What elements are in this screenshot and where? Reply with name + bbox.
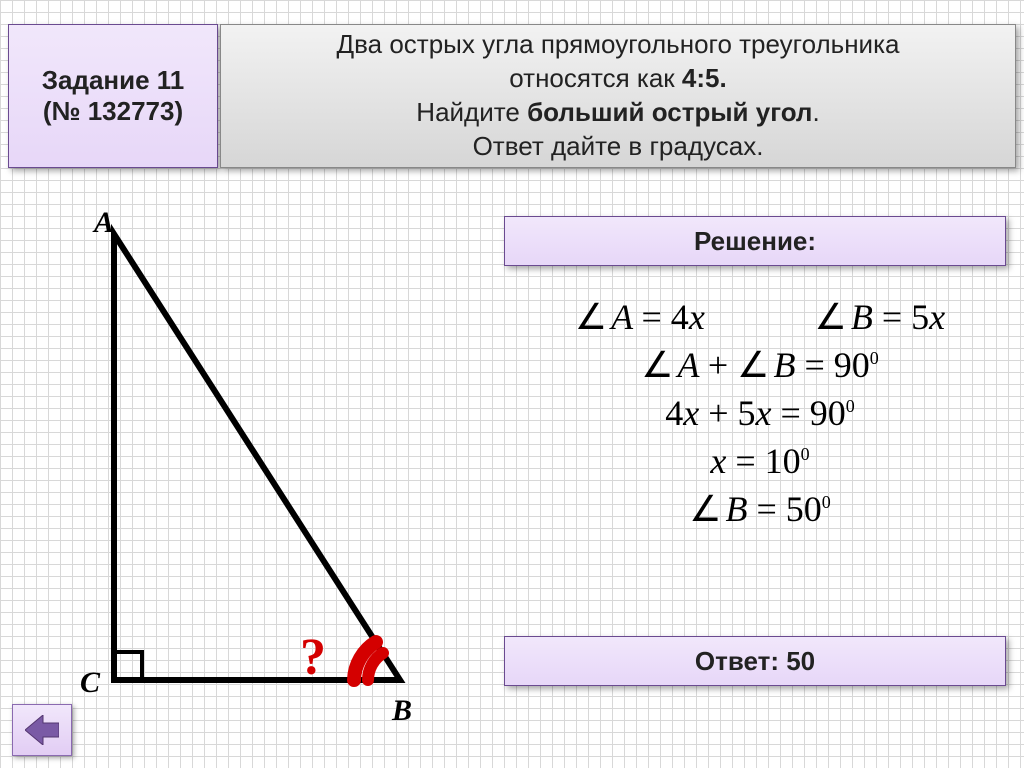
math-line-5: ∠B = 500 — [520, 488, 1000, 530]
right-angle-marker — [114, 652, 142, 680]
triangle-diagram: A C B ? — [20, 200, 490, 750]
math-line-3: 4x + 5x = 900 — [520, 392, 1000, 434]
problem-text-1: Два острых угла прямоугольного треугольн… — [337, 29, 900, 59]
problem-box: Два острых угла прямоугольного треугольн… — [220, 24, 1016, 168]
answer-box: Ответ: 50 — [504, 636, 1006, 686]
solution-label: Решение: — [694, 226, 816, 257]
angle-arc-inner — [368, 653, 383, 680]
vertex-c-label: C — [80, 666, 100, 700]
eq-angle-b: ∠B = 5x — [815, 296, 946, 338]
math-area: ∠A = 4x ∠B = 5x ∠A + ∠B = 900 4x + 5x = … — [520, 290, 1000, 536]
task-box: Задание 11 (№ 132773) — [8, 24, 218, 168]
task-title-line2: (№ 132773) — [43, 96, 183, 127]
back-button[interactable] — [12, 704, 72, 756]
question-mark: ? — [300, 628, 326, 687]
math-line-2: ∠A + ∠B = 900 — [520, 344, 1000, 386]
problem-line1: Два острых угла прямоугольного треугольн… — [337, 28, 900, 62]
vertex-b-label: B — [392, 694, 412, 728]
math-line-1: ∠A = 4x ∠B = 5x — [520, 296, 1000, 338]
eq-angle-a: ∠A = 4x — [575, 296, 705, 338]
math-line-4: x = 100 — [520, 440, 1000, 482]
triangle-shape — [114, 234, 400, 680]
problem-ratio: 4:5. — [682, 63, 727, 93]
problem-line2: относятся как 4:5. — [509, 62, 726, 96]
back-arrow-icon — [25, 715, 59, 745]
answer-label: Ответ: 50 — [695, 646, 815, 677]
vertex-a-label: A — [94, 206, 114, 240]
eq-x: x = 100 — [710, 440, 809, 482]
eq-sum: ∠A + ∠B = 900 — [641, 344, 879, 386]
problem-text-3a: Найдите — [416, 97, 527, 127]
problem-bold-target: больший острый угол — [527, 97, 812, 127]
eq-angle-b-val: ∠B = 500 — [689, 488, 831, 530]
problem-text-2a: относятся как — [509, 63, 682, 93]
eq-subst: 4x + 5x = 900 — [665, 392, 855, 434]
problem-text-3c: . — [812, 97, 819, 127]
problem-line4: Ответ дайте в градусах. — [473, 130, 764, 164]
solution-heading: Решение: — [504, 216, 1006, 266]
header-row: Задание 11 (№ 132773) Два острых угла пр… — [8, 24, 1016, 168]
problem-line3: Найдите больший острый угол. — [416, 96, 819, 130]
task-title-line1: Задание 11 — [42, 65, 185, 96]
